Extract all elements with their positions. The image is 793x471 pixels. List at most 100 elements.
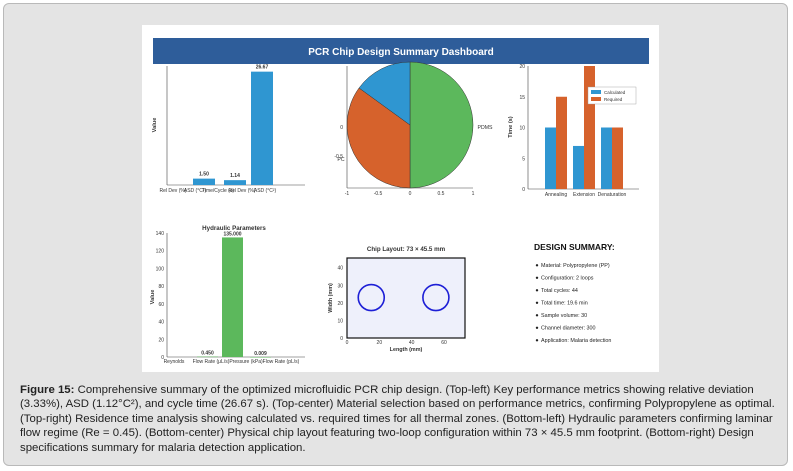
res-bar [584, 66, 595, 189]
perf-bar [224, 180, 246, 185]
caption-label: Figure 15: [20, 384, 75, 396]
perf-tick-label: Rel Dev (%) [160, 188, 187, 194]
res-legend-swatch [591, 90, 601, 94]
hyd-title: Hydraulic Parameters [202, 225, 266, 232]
res-bar [612, 127, 623, 189]
res-legend-label: Required [604, 97, 623, 102]
summary-bullet [535, 301, 539, 304]
perf-tick-label: ASD (°C²) [254, 188, 277, 194]
res-y-tick: 10 [519, 126, 525, 132]
pie-x-tick: -0.5 [374, 191, 383, 197]
dashboard-svg: PCR Chip Design Summary Dashboard Value 1… [150, 38, 649, 365]
layout-x-tick: 40 [409, 340, 415, 346]
res-legend-label: Calculated [604, 90, 626, 95]
hyd-bar [250, 356, 271, 358]
chip-layout-plot: Chip Layout: 73 × 45.5 mm Length (mm) Widt… [328, 246, 466, 353]
hyd-y-tick: 0 [161, 355, 164, 361]
perf-bar [251, 71, 273, 185]
design-summary: DESIGN SUMMARY: Material: Polypropylene … [534, 242, 615, 344]
pie-y-tick: -0.5 [334, 154, 343, 160]
res-y-tick: 15 [519, 95, 525, 101]
caption-text: Comprehensive summary of the optimized m… [20, 384, 775, 454]
summary-item: Total cycles: 44 [541, 288, 578, 294]
perf-bar-label: 26.67 [256, 65, 269, 71]
layout-x-tick: 60 [441, 340, 447, 346]
res-legend: Calculated Required [587, 86, 637, 105]
summary-item: Application: Malaria detection [541, 338, 611, 344]
res-tick-label: Annealing [545, 192, 567, 198]
summary-item: Configuration: 2 loops [541, 276, 594, 282]
design-summary-heading: DESIGN SUMMARY: [534, 242, 615, 252]
residence-time-chart: Time (s) 20 15 10 5 0 Annealing Extension Denatu… [508, 64, 639, 198]
hyd-y-label: Value [150, 290, 156, 305]
res-bar [573, 145, 584, 189]
layout-y-tick: 40 [337, 266, 343, 272]
summary-bullet [535, 276, 539, 279]
summary-bullet [535, 289, 539, 292]
dashboard-title: PCR Chip Design Summary Dashboard [308, 47, 494, 58]
res-bar [556, 96, 567, 189]
summary-item: Total time: 19.6 min [541, 301, 588, 307]
layout-x-tick: 0 [346, 340, 349, 346]
res-bar [545, 127, 556, 189]
layout-y-tick: 0 [340, 336, 343, 342]
hyd-y-tick: 20 [158, 337, 164, 343]
hyd-y-tick: 140 [156, 231, 165, 237]
summary-bullet [535, 339, 539, 342]
pie-y-tick: 0 [340, 125, 343, 131]
res-y-label: Time (s) [508, 116, 514, 137]
pie-slice [346, 87, 411, 189]
perf-tick-label: Rel Dev (%) [229, 188, 256, 194]
summary-item: Channel diameter: 300 [541, 326, 596, 332]
perf-tick-label: ASD (°C²) [184, 188, 207, 194]
res-tick-label: Extension [573, 192, 595, 198]
chip-outline [346, 257, 466, 339]
hyd-tick-label: Pressure (kPa) [229, 359, 263, 365]
figure-frame: PCR Chip Design Summary Dashboard Value 1… [3, 3, 788, 466]
pie-slice [409, 61, 474, 189]
res-tick-label: Denaturation [598, 192, 627, 198]
hyd-tick-label: Flow Rate (pL/s) [263, 359, 300, 365]
layout-x-label: Length (mm) [390, 347, 423, 353]
pie-x-tick: 1 [472, 191, 475, 197]
layout-y-label: Width (mm) [328, 283, 334, 313]
hyd-bar-label: 0.009 [254, 351, 267, 357]
res-y-tick: 5 [522, 156, 525, 162]
layout-y-tick: 10 [337, 318, 343, 324]
hyd-y-tick: 80 [158, 284, 164, 290]
res-legend-swatch [591, 97, 601, 101]
hyd-bar-label: 0.450 [201, 351, 214, 357]
loop-circle [357, 283, 386, 312]
summary-item: Material: Polypropylene (PP) [541, 263, 610, 269]
summary-bullet [535, 314, 539, 317]
hyd-y-tick: 60 [158, 302, 164, 308]
pie-label-pdms: PDMS [478, 125, 494, 131]
hyd-bar-label: 135.000 [223, 231, 241, 237]
hyd-bar [197, 356, 218, 358]
pie-x-tick: 0 [409, 191, 412, 197]
hyd-tick-label: Flow Rate (μL/s) [193, 359, 230, 365]
perf-bar-label: 1.50 [199, 172, 209, 178]
summary-item: Sample volume: 30 [541, 313, 587, 319]
layout-y-tick: 20 [337, 301, 343, 307]
perf-bar-label: 1.14 [230, 173, 240, 179]
pie-slice [358, 61, 411, 126]
hyd-tick-label: Reynolds [164, 359, 185, 365]
perf-bar [193, 178, 215, 185]
layout-title: Chip Layout: 73 × 45.5 mm [367, 246, 446, 253]
loop-circle [422, 283, 450, 312]
perf-y-label: Value [152, 118, 158, 133]
pie-x-tick: -1 [345, 191, 350, 197]
res-bar [601, 127, 612, 189]
dashboard-figure: PCR Chip Design Summary Dashboard Value 1… [142, 25, 659, 372]
layout-y-tick: 30 [337, 283, 343, 289]
perf-tick-label: Time/Cycle (s) [202, 188, 234, 194]
hyd-bar [222, 237, 243, 357]
summary-bullet [535, 326, 539, 329]
figure-caption: Figure 15: Comprehensive summary of the … [20, 383, 778, 455]
hyd-y-tick: 120 [156, 249, 165, 255]
res-y-tick: 20 [519, 64, 525, 70]
layout-x-tick: 20 [377, 340, 383, 346]
pie-label-pc: PC [337, 157, 344, 163]
